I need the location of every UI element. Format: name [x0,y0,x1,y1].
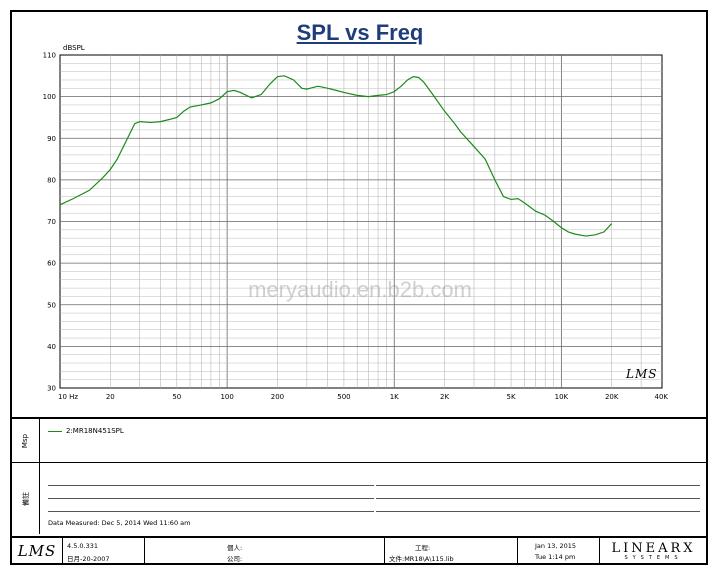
x-tick-label: 20 [106,393,115,401]
x-tick-label: 40K [655,393,669,401]
y-tick-label: 100 [43,93,56,101]
notes-panel: 備註 Data Measured: Dec 5, 2014 Wed 11:60 … [12,462,707,534]
linearx-brand: LINEARX [611,540,696,556]
legend-entry: 2:MR18N451SPL [48,427,124,435]
legend-panel: Msp 2:MR18N451SPL [12,417,707,462]
person-cell: 個人: 公司: [144,538,384,564]
x-axis-ticks: 10 Hz 20 50 100 200 500 1K 2K 5K 10K 20K 40K [58,393,668,401]
project-cell: 工程: 文件:MR18\A\115.lib [384,538,517,564]
watermark-text: meryaudio.en.b2b.com [248,277,472,302]
footer-date: Jan 13, 2015 [535,542,577,550]
x-tick-label: 200 [271,393,284,401]
y-axis-label: dBSPL [63,44,85,52]
note-line [376,511,700,512]
note-line [48,511,374,512]
note-line [376,498,700,499]
chart-title: SPL vs Freq [296,20,424,45]
version-text: 4.5.0.331 [67,542,99,550]
x-tick-label: 20K [605,393,619,401]
chart-lms-signature: LMS [626,367,658,381]
y-tick-label: 80 [47,176,56,184]
y-tick-label: 40 [47,343,56,351]
legend-entry-label: 2:MR18N451SPL [66,427,124,435]
note-line [376,485,700,486]
footer-bar: LMS 4.5.0.331 日月-20-2007 個人: 公司: 工程: 文件:… [12,536,707,564]
x-tick-label: 500 [337,393,350,401]
x-tick-label: 5K [507,393,516,401]
version-cell: 4.5.0.331 日月-20-2007 [62,538,144,564]
y-tick-label: 30 [47,385,56,393]
y-axis-ticks: 30 40 50 60 70 80 90 100 110 [43,52,56,393]
file-label: 文件:MR18\A\115.lib [389,555,454,563]
company-label: 公司: [227,555,243,563]
x-tick-label: 2K [440,393,449,401]
release-text: 日月-20-2007 [67,555,110,563]
legend-side-label: Msp [12,419,40,462]
date-measured: Data Measured: Dec 5, 2014 Wed 11:60 am [48,519,191,527]
x-tick-label: 100 [220,393,233,401]
x-tick-label: 1K [390,393,399,401]
datetime-cell: Jan 13, 2015 Tue 1:14 pm [517,538,599,564]
notes-side-label: 備註 [12,463,40,534]
footer-time: Tue 1:14 pm [535,553,576,561]
y-tick-label: 110 [43,52,56,60]
person-label: 個人: [227,544,243,552]
note-line [48,498,374,499]
x-tick-label: 10 Hz [58,393,78,401]
y-tick-label: 50 [47,301,56,309]
legend-line-swatch [48,430,62,432]
x-tick-label: 50 [172,393,181,401]
note-line [48,485,374,486]
series-line-spl [59,75,613,237]
chart-grid [59,54,663,389]
y-tick-label: 90 [47,135,56,143]
report-frame [10,10,708,565]
y-tick-label: 60 [47,260,56,268]
lms-logo: LMS [17,542,57,560]
linearx-logo: LINEARX SYSTEMS [599,538,707,564]
x-tick-label: 10K [555,393,569,401]
project-label: 工程: [415,544,431,552]
y-tick-label: 70 [47,218,56,226]
linearx-brand-sub: SYSTEMS [624,554,683,561]
